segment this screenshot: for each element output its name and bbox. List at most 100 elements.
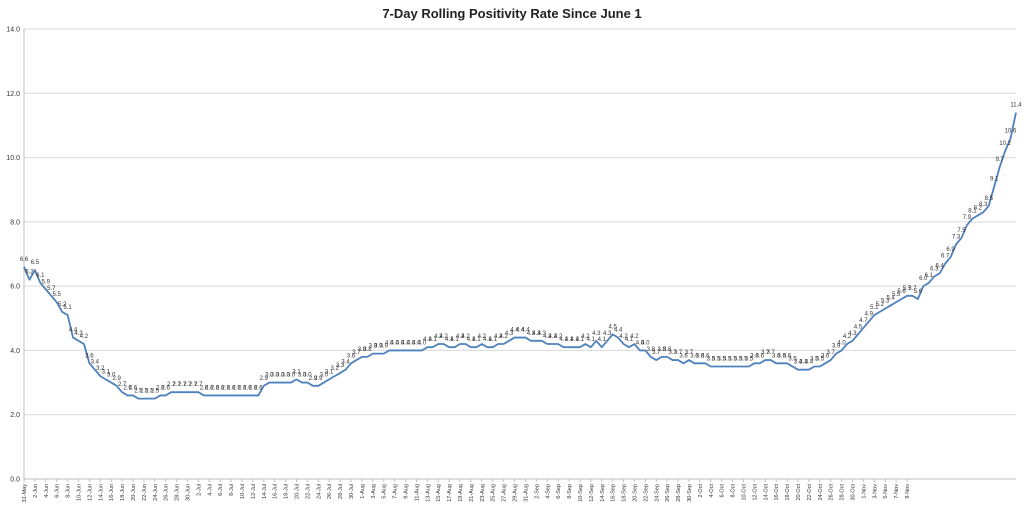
data-label: 3.6 — [772, 353, 781, 359]
data-label: 4.2 — [478, 334, 487, 340]
x-tick-label: 4-Jun — [44, 484, 50, 498]
data-label: 3.6 — [821, 353, 830, 359]
data-label: 3.2 — [331, 366, 340, 372]
data-label: 3.6 — [777, 353, 786, 359]
data-label: 4.1 — [576, 337, 585, 343]
data-label: 2.5 — [151, 389, 160, 395]
data-label: 11.4 — [1010, 103, 1022, 109]
data-label: 4.3 — [505, 331, 514, 337]
data-label: 4.2 — [461, 334, 470, 340]
data-label: 3.1 — [102, 369, 111, 375]
data-label: 4.0 — [412, 340, 421, 346]
x-tick-label: 30-Oct — [850, 484, 856, 501]
data-label: 4.4 — [510, 328, 519, 334]
data-label: 3.5 — [739, 357, 748, 363]
data-label: 4.1 — [423, 337, 432, 343]
y-tick-label: 0.0 — [10, 477, 20, 484]
series-line — [23, 112, 1017, 400]
data-label: 2.6 — [162, 385, 171, 391]
data-label: 6.7 — [941, 254, 950, 260]
data-label: 3.4 — [91, 360, 100, 366]
data-label: 4.0 — [636, 340, 645, 346]
data-label: 3.6 — [756, 353, 765, 359]
x-tick-label: 11-Aug — [414, 484, 420, 501]
data-label: 5.7 — [903, 286, 912, 292]
data-label: 3.8 — [663, 347, 672, 353]
data-label: 3.5 — [707, 357, 716, 363]
data-label: 3.6 — [750, 353, 759, 359]
data-label: 3.0 — [287, 373, 296, 379]
data-label: 2.5 — [134, 389, 143, 395]
data-label: 3.7 — [761, 350, 770, 356]
data-label: 6.3 — [930, 267, 939, 273]
data-label: 5.5 — [892, 292, 901, 298]
data-label: 2.9 — [260, 376, 269, 382]
data-label: 2.9 — [309, 376, 318, 382]
x-tick-label: 17-Aug — [447, 484, 453, 502]
data-label: 2.6 — [200, 385, 209, 391]
x-tick-label: 4-Jul — [207, 484, 213, 496]
x-tick-label: 30-Jul — [349, 484, 355, 499]
data-label: 5.9 — [42, 279, 51, 285]
data-label: 2.9 — [112, 376, 121, 382]
x-tick-label: 8-Sep — [567, 484, 573, 499]
data-label: 2.7 — [183, 382, 192, 388]
data-label: 5.4 — [886, 295, 895, 301]
data-label: 3.3 — [336, 363, 345, 369]
x-tick-label: 20-Sep — [632, 484, 638, 502]
data-label: 4.3 — [74, 331, 83, 337]
data-label: 2.9 — [314, 376, 323, 382]
data-label: 3.5 — [723, 357, 732, 363]
data-label: 2.7 — [178, 382, 187, 388]
x-tick-label: 28-Sep — [676, 484, 682, 502]
data-label: 4.0 — [418, 340, 427, 346]
x-tick-label: 20-Jun — [131, 484, 137, 501]
data-label: 4.0 — [390, 340, 399, 346]
x-tick-label: 16-Jun — [109, 484, 115, 501]
data-label: 5.6 — [914, 289, 923, 295]
x-tick-label: 3-Nov — [872, 484, 878, 499]
data-label: 2.6 — [243, 385, 252, 391]
data-label: 6.4 — [936, 263, 945, 269]
data-label: 3.6 — [679, 353, 688, 359]
x-tick-label: 26-Jun — [164, 484, 170, 501]
data-label: 3.6 — [696, 353, 705, 359]
data-label: 3.4 — [341, 360, 350, 366]
data-label: 4.1 — [472, 337, 481, 343]
x-tick-label: 6-Oct — [720, 484, 726, 498]
data-label: 4.4 — [521, 328, 530, 334]
x-tick-label: 14-Jul — [262, 484, 268, 499]
x-tick-label: 5-Nov — [883, 484, 889, 499]
x-tick-label: 16-Sep — [611, 484, 617, 502]
y-tick-label: 8.0 — [10, 219, 20, 226]
data-label: 2.6 — [249, 385, 258, 391]
x-tick-label: 12-Sep — [589, 484, 595, 502]
data-label: 5.7 — [908, 286, 917, 292]
data-label: 4.5 — [854, 324, 863, 330]
data-label: 3.0 — [281, 373, 290, 379]
data-label: 3.6 — [701, 353, 710, 359]
data-label: 2.6 — [205, 385, 214, 391]
data-label: 2.6 — [211, 385, 220, 391]
x-tick-label: 19-Aug — [458, 484, 464, 502]
x-tick-label: 31-Aug — [523, 484, 529, 502]
y-tick-label: 10.0 — [6, 155, 20, 162]
data-label: 3.7 — [685, 350, 694, 356]
data-label: 2.6 — [227, 385, 236, 391]
data-label-layer: 6.66.26.56.15.95.75.55.25.14.44.34.23.63… — [20, 103, 1022, 395]
data-label: 3.0 — [107, 373, 116, 379]
data-label: 3.9 — [380, 344, 389, 350]
data-label: 3.5 — [810, 357, 819, 363]
data-label: 9.7 — [995, 157, 1004, 163]
data-label: 4.3 — [527, 331, 536, 337]
data-label: 8.2 — [974, 205, 983, 211]
data-label: 5.1 — [870, 305, 879, 311]
x-tick-label: 25-Aug — [491, 484, 497, 502]
data-label: 4.3 — [532, 331, 541, 337]
data-label: 3.4 — [794, 360, 803, 366]
x-tick-label: 16-Oct — [774, 484, 780, 501]
data-label: 3.1 — [325, 369, 334, 375]
data-label: 2.6 — [221, 385, 230, 391]
data-label: 4.9 — [865, 312, 874, 318]
y-tick-label: 4.0 — [10, 348, 20, 355]
